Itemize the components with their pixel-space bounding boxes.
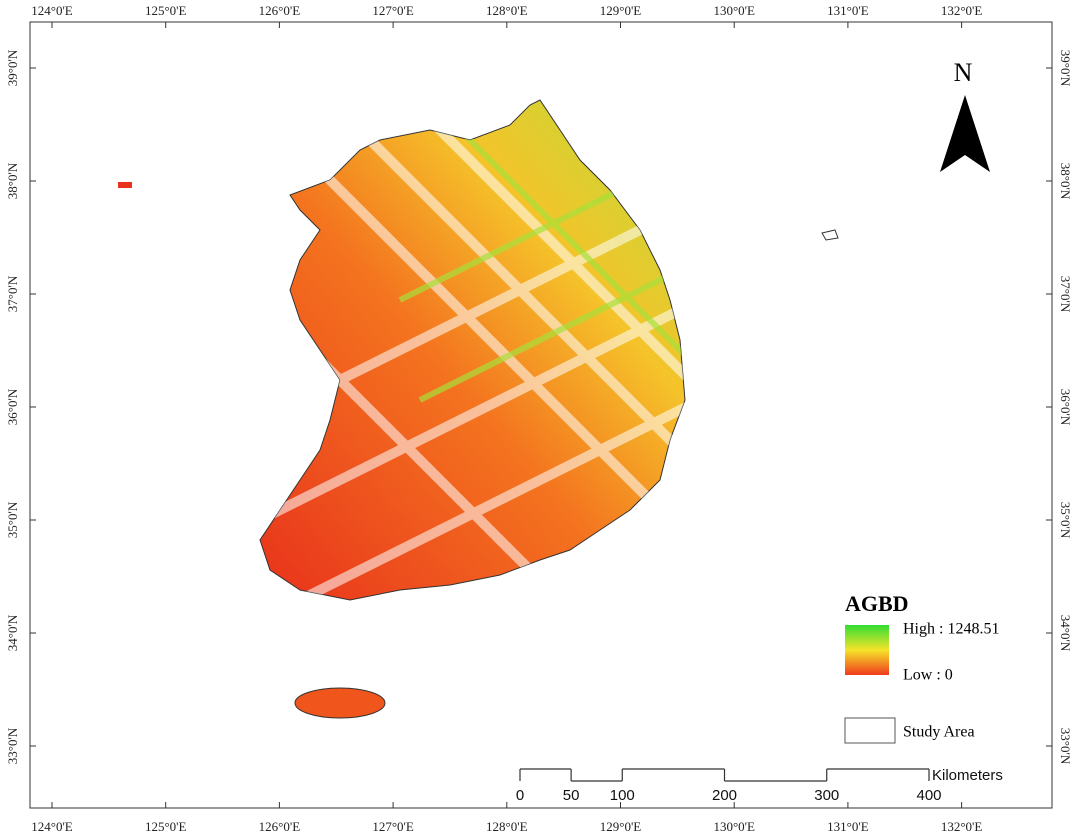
korea-peninsula xyxy=(260,100,685,600)
longitude-label: 129°0'E xyxy=(600,819,642,834)
longitude-label: 125°0'E xyxy=(145,819,187,834)
latitude-label: 37°0'N xyxy=(5,275,20,312)
latitude-label: 33°0'N xyxy=(1058,728,1073,765)
scale-label: 50 xyxy=(563,787,580,804)
jeju-island xyxy=(295,688,385,718)
latitude-label: 34°0'N xyxy=(5,614,20,651)
latitude-label: 39°0'N xyxy=(1058,50,1073,87)
longitude-label: 128°0'E xyxy=(486,3,528,18)
longitude-label: 126°0'E xyxy=(259,3,301,18)
scale-label: 200 xyxy=(712,787,737,804)
scale-unit: Kilometers xyxy=(932,767,1003,784)
north-label: N xyxy=(954,58,973,87)
latitude-label: 37°0'N xyxy=(1058,276,1073,313)
longitude-label: 130°0'E xyxy=(713,819,755,834)
latitude-label: 35°0'N xyxy=(1058,502,1073,539)
latitude-label: 33°0'N xyxy=(5,727,20,764)
longitude-label: 125°0'E xyxy=(145,3,187,18)
latitude-label: 36°0'N xyxy=(1058,389,1073,426)
legend-high: High : 1248.51 xyxy=(903,621,999,638)
legend-gradient xyxy=(845,625,889,675)
island xyxy=(118,182,132,188)
land xyxy=(118,100,838,718)
island xyxy=(822,230,838,240)
map: N AGBD High : 1248.51 Low : 0 Study Area… xyxy=(0,0,1077,840)
latitude-label: 35°0'N xyxy=(5,501,20,538)
longitude-label: 129°0'E xyxy=(600,3,642,18)
latitude-label: 34°0'N xyxy=(1058,615,1073,652)
scale-label: 300 xyxy=(814,787,839,804)
scale-label: 100 xyxy=(610,787,635,804)
latitude-label: 39°0'N xyxy=(5,49,20,86)
scale-bar xyxy=(520,769,929,781)
longitude-label: 127°0'E xyxy=(372,819,414,834)
legend-low: Low : 0 xyxy=(903,667,953,684)
longitude-label: 124°0'E xyxy=(31,819,73,834)
legend-study-area: Study Area xyxy=(903,724,975,741)
north-arrow xyxy=(940,95,990,172)
longitude-label: 132°0'E xyxy=(941,819,983,834)
latitude-label: 38°0'N xyxy=(5,162,20,199)
scale-label: 0 xyxy=(516,787,524,804)
scale-label: 400 xyxy=(916,787,941,804)
longitude-label: 126°0'E xyxy=(259,819,301,834)
longitude-label: 127°0'E xyxy=(372,3,414,18)
page: N AGBD High : 1248.51 Low : 0 Study Area… xyxy=(0,0,1077,840)
longitude-label: 132°0'E xyxy=(941,3,983,18)
longitude-label: 131°0'E xyxy=(827,819,869,834)
longitude-label: 131°0'E xyxy=(827,3,869,18)
longitude-label: 124°0'E xyxy=(31,3,73,18)
latitude-label: 36°0'N xyxy=(5,388,20,425)
longitude-label: 130°0'E xyxy=(713,3,755,18)
legend-study-area-swatch xyxy=(845,718,895,743)
latitude-label: 38°0'N xyxy=(1058,163,1073,200)
legend-title: AGBD xyxy=(845,591,909,616)
longitude-label: 128°0'E xyxy=(486,819,528,834)
